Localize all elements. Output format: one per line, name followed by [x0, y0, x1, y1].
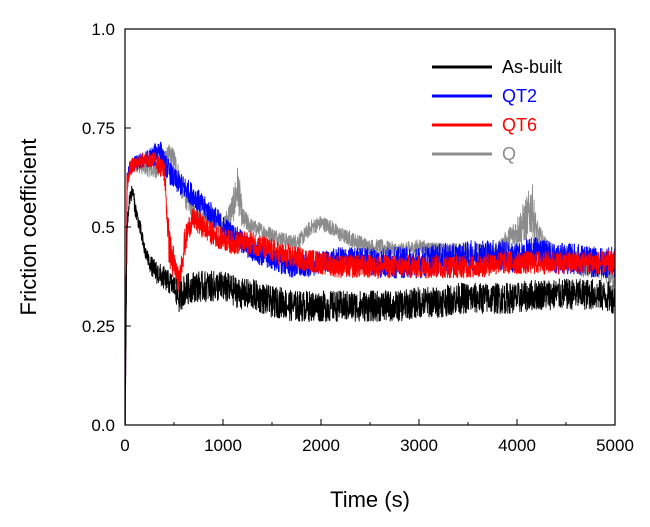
legend-label-qt2: QT2: [502, 86, 537, 106]
x-tick-label: 0: [120, 436, 129, 455]
legend-label-qt6: QT6: [502, 115, 537, 135]
y-axis-ticks: 0.0 0.25 0.5 0.75 1.0: [82, 20, 131, 435]
series-layer: [125, 141, 615, 425]
y-tick-label: 0.0: [91, 416, 115, 435]
y-axis-title: Friction coefficient: [16, 139, 41, 316]
series-line-as-built: [125, 185, 615, 425]
x-tick-label: 1000: [204, 436, 242, 455]
x-tick-label: 5000: [596, 436, 634, 455]
y-tick-label: 0.5: [91, 218, 115, 237]
y-tick-label: 0.25: [82, 317, 115, 336]
y-tick-label: 0.75: [82, 119, 115, 138]
legend: As-built QT2 QT6 Q: [432, 57, 562, 164]
x-axis-ticks: 0 1000 2000 3000 4000 5000: [120, 419, 634, 455]
x-tick-label: 3000: [400, 436, 438, 455]
y-tick-label: 1.0: [91, 20, 115, 39]
legend-label-as-built: As-built: [502, 57, 562, 77]
x-tick-label: 4000: [498, 436, 536, 455]
series-line-qt6: [125, 151, 615, 425]
x-axis-title: Time (s): [330, 487, 410, 512]
legend-label-q: Q: [502, 144, 516, 164]
x-tick-label: 2000: [302, 436, 340, 455]
